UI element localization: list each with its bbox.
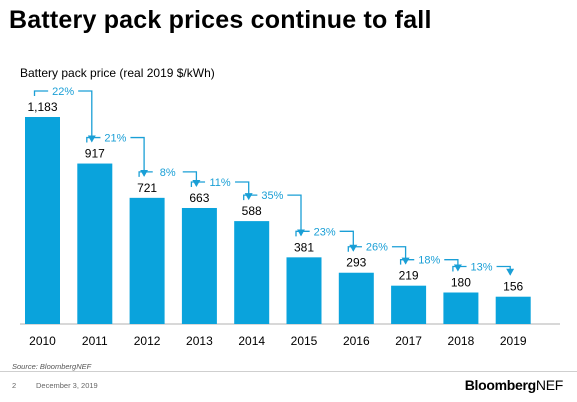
tick-label-2017: 2017 bbox=[395, 334, 422, 348]
change-arrow-2010-2011-label-bg bbox=[48, 84, 79, 97]
change-arrow-2012-2013-label-bg bbox=[152, 164, 183, 178]
bar-2016 bbox=[338, 272, 374, 324]
change-arrow-2013-2014-label: 11% bbox=[209, 177, 230, 189]
y-axis-title: Battery pack price (real 2019 $/kWh) bbox=[20, 66, 215, 80]
change-arrow-2011-2012-label-bg bbox=[100, 130, 131, 144]
change-arrow-2014-2015-label: 35% bbox=[261, 190, 283, 202]
change-arrow-2015-2016-label: 23% bbox=[314, 226, 336, 238]
value-label-2019: 156 bbox=[503, 280, 523, 294]
change-arrow-2017-2018-label-bg bbox=[414, 252, 445, 266]
page-number: 2 bbox=[12, 381, 17, 390]
footer-divider bbox=[0, 371, 577, 372]
value-label-2014: 588 bbox=[242, 204, 262, 218]
bar-2013 bbox=[181, 207, 217, 324]
value-label-2010: 1,183 bbox=[27, 100, 57, 114]
value-label-2015: 381 bbox=[294, 240, 314, 254]
bar-chart: 1,183 2010 917 2011 721 2012 663 2013 588 2014 381… bbox=[20, 84, 560, 348]
bar-2015 bbox=[286, 257, 322, 324]
tick-label-2019: 2019 bbox=[500, 334, 527, 348]
change-arrow-2018-2019-label: 13% bbox=[471, 262, 493, 274]
bar-2017 bbox=[391, 285, 427, 324]
tick-label-2015: 2015 bbox=[291, 334, 318, 348]
change-arrow-2014-2015-label-bg bbox=[257, 188, 288, 202]
bar-2018 bbox=[443, 292, 479, 324]
source-note: Source: BloombergNEF bbox=[12, 362, 92, 371]
change-arrow-2011-2012-label: 21% bbox=[104, 133, 126, 145]
tick-label-2016: 2016 bbox=[343, 334, 370, 348]
value-label-2013: 663 bbox=[189, 191, 209, 205]
change-arrow-2013-2014-label-bg bbox=[205, 174, 236, 188]
tick-label-2018: 2018 bbox=[448, 334, 475, 348]
change-arrow-2016-2017-label: 26% bbox=[366, 242, 388, 254]
tick-label-2014: 2014 bbox=[238, 334, 265, 348]
value-label-2011: 917 bbox=[85, 147, 105, 161]
change-arrow-2015-2016-label-bg bbox=[309, 224, 340, 238]
change-arrow-2016-2017-label-bg bbox=[361, 239, 392, 253]
value-label-2018: 180 bbox=[451, 276, 471, 290]
change-arrow-2012-2013-label: 8% bbox=[160, 167, 176, 179]
value-label-2012: 721 bbox=[137, 181, 157, 195]
change-arrow-2017-2018-label: 18% bbox=[418, 255, 440, 267]
bar-2012 bbox=[129, 197, 165, 324]
tick-label-2011: 2011 bbox=[82, 334, 108, 348]
value-label-2017: 219 bbox=[399, 269, 419, 283]
bar-2014 bbox=[234, 221, 270, 324]
bar-2019 bbox=[495, 296, 531, 324]
change-arrow-2018-2019-label-bg bbox=[466, 259, 497, 273]
value-label-2016: 293 bbox=[346, 256, 366, 270]
footer-date: December 3, 2019 bbox=[36, 381, 98, 390]
tick-label-2010: 2010 bbox=[29, 334, 56, 348]
tick-label-2012: 2012 bbox=[134, 334, 161, 348]
bar-2010 bbox=[25, 117, 60, 324]
tick-label-2013: 2013 bbox=[186, 334, 213, 348]
slide-title: Battery pack prices continue to fall bbox=[9, 6, 432, 34]
bloombergnef-logo: BloombergNEF bbox=[464, 377, 564, 393]
change-arrow-2010-2011-label: 22% bbox=[52, 86, 74, 98]
bar-2011 bbox=[77, 163, 113, 324]
